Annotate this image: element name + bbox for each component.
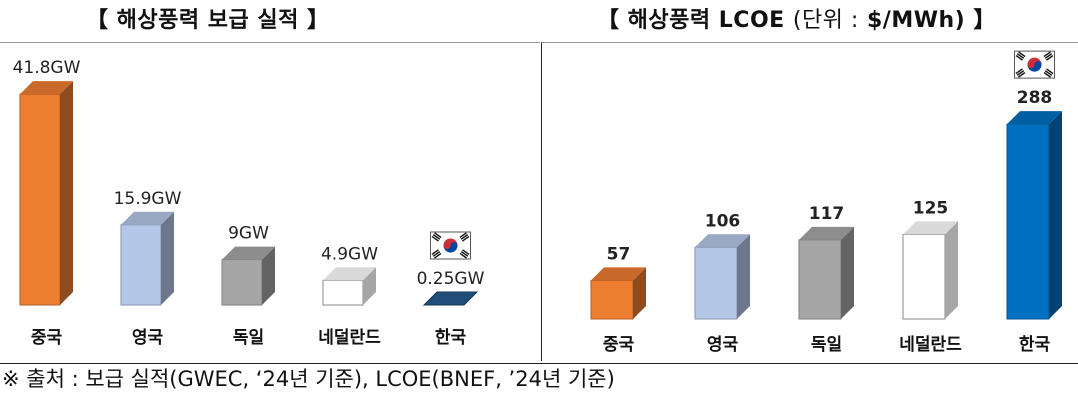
category-label: 독일 [811, 335, 842, 355]
right-chart-title-main: 【 해상풍력 LCOE [597, 8, 785, 33]
category-label: 중국 [603, 335, 635, 355]
bar-side [262, 246, 275, 305]
bar-front [322, 279, 364, 306]
category-label: 한국 [435, 328, 467, 348]
category-label: 영국 [132, 328, 164, 348]
bar-front [1006, 123, 1050, 320]
data-label: 288 [1017, 88, 1053, 108]
bar-top [591, 267, 646, 281]
bar-side [363, 267, 376, 305]
bar-front [902, 233, 946, 320]
category-label: 중국 [31, 328, 63, 348]
source-footnote: ※ 출처 : 보급 실적(GWEC, ‘24년 기준), LCOE(BNEF, … [0, 363, 1078, 403]
data-label: 15.9GW [114, 189, 182, 209]
category-label: 한국 [1019, 335, 1051, 355]
bar-2 [221, 246, 275, 306]
bar-side [945, 221, 958, 319]
bar-0 [19, 81, 73, 306]
data-label: 4.9GW [321, 244, 378, 264]
right-chart-title: 【 해상풍력 LCOE (단위 : $/MWh) 】 [597, 2, 996, 34]
right-chart-unit-value: $/MWh) [867, 8, 966, 33]
bar-front [19, 93, 61, 306]
bar-front [590, 279, 634, 320]
bar-3 [902, 221, 958, 320]
bar-top [695, 234, 750, 248]
category-label: 독일 [233, 328, 264, 348]
bar-front [694, 246, 738, 320]
bar-top [121, 211, 174, 225]
category-label: 네덜란드 [318, 328, 381, 348]
bar-top [222, 246, 275, 260]
left-chart-title: 【 해상풍력 보급 실적 】 [86, 8, 330, 33]
bar-3 [322, 267, 376, 306]
bar-top [20, 81, 73, 95]
bar-top [903, 221, 958, 235]
korea-flag-icon [1014, 50, 1055, 79]
data-label: 41.8GW [13, 58, 81, 78]
data-label: 106 [705, 211, 741, 231]
bar-4 [422, 291, 479, 306]
lcoe-chart-panel: 57 중국 106 영국 117 독일 125 네덜란드 288 한국 [541, 42, 1078, 361]
bar-side [737, 234, 750, 319]
bar-front [221, 259, 263, 306]
bar-top [1007, 111, 1062, 125]
right-chart-unit-label: (단위 : [792, 8, 859, 33]
bar-side [633, 267, 646, 319]
bar-front [120, 224, 162, 306]
data-label: 9GW [228, 224, 269, 244]
bar-top [799, 226, 854, 240]
deployment-chart-panel: 41.8GW 중국 15.9GW 영국 9GW 독일 4.9GW 네덜란드 0.25GW 한국 [0, 42, 540, 361]
data-label: 125 [913, 198, 949, 218]
data-label: 117 [809, 204, 845, 224]
deployment-bar-chart: 41.8GW 중국 15.9GW 영국 9GW 독일 4.9GW 네덜란드 0.25GW 한국 [13, 58, 485, 348]
category-label: 네덜란드 [899, 335, 962, 355]
lcoe-bar-chart: 57 중국 106 영국 117 독일 125 네덜란드 288 한국 [590, 50, 1062, 355]
bar-1 [694, 234, 750, 320]
bar-side [60, 81, 73, 305]
data-label: 0.25GW [417, 269, 485, 289]
bar-4 [1006, 111, 1062, 320]
bar-side [1049, 111, 1062, 320]
bar-flat [422, 291, 479, 306]
bar-side [841, 226, 854, 319]
category-label: 영국 [707, 335, 739, 355]
bar-2 [798, 226, 854, 320]
bar-side [161, 211, 174, 305]
bar-0 [590, 267, 646, 320]
data-label: 57 [607, 244, 631, 264]
bar-top [323, 267, 376, 281]
bar-1 [120, 211, 174, 306]
right-chart-title-close: 】 [973, 8, 996, 33]
korea-flag-icon [430, 231, 471, 260]
bar-front [798, 239, 842, 320]
